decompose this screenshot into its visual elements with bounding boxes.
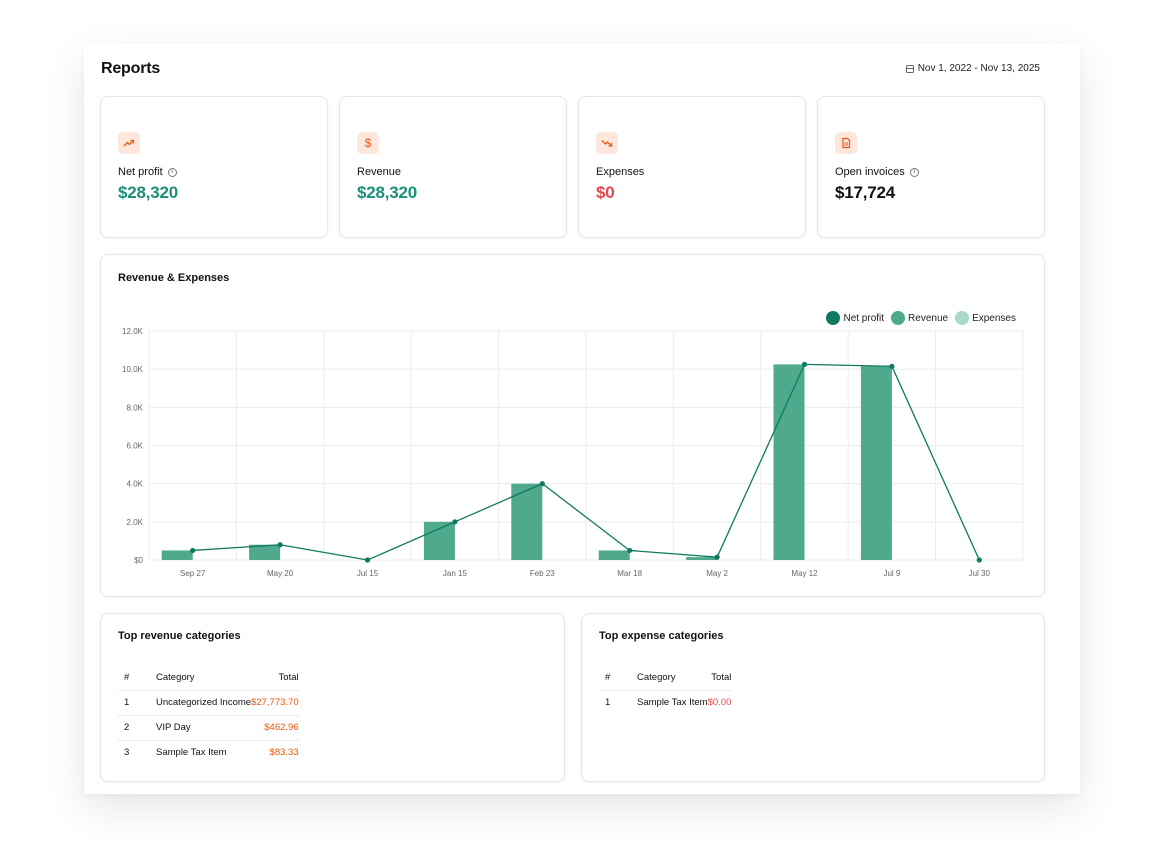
info-icon[interactable]: i [167, 167, 177, 177]
bar-revenue [598, 550, 630, 560]
legend-label: Revenue [908, 312, 949, 324]
kpi-label: Open invoices [835, 166, 905, 178]
x-tick-label: Jul 30 [969, 569, 991, 578]
kpi-value: $0 [596, 183, 615, 202]
row-number: 1 [118, 690, 156, 716]
dollar-icon: $ [357, 132, 379, 154]
column-header-category: Category [156, 665, 252, 691]
x-tick-label: Jul 9 [883, 569, 900, 578]
bar-revenue [249, 544, 281, 560]
row-total: $83.33 [269, 747, 299, 759]
row-category: Sample Tax Item [637, 697, 708, 709]
row-number: 1 [605, 697, 611, 709]
chart-legend: Net profit Revenue Expenses [826, 311, 1016, 325]
date-range-label: Nov 1, 2022 - Nov 13, 2025 [917, 63, 1040, 74]
kpi-card-open-invoices: Open invoices i $17,724 [817, 96, 1045, 238]
y-tick-label: 10.0K [122, 365, 144, 374]
point-net-profit [539, 481, 545, 487]
kpi-label: Revenue [357, 166, 402, 178]
table-title: Top expense categories [599, 630, 724, 642]
point-net-profit [801, 361, 808, 367]
y-tick-label: 8.0K [127, 403, 144, 412]
bar-revenue [161, 550, 193, 560]
bar-revenue [511, 483, 543, 560]
bar-revenue [860, 366, 892, 560]
point-net-profit [364, 557, 371, 563]
legend-item-revenue[interactable]: Revenue [891, 311, 948, 325]
page-title: Reports [101, 60, 161, 77]
column-header-category: Category [637, 665, 708, 691]
x-tick-label: Jan 15 [443, 569, 468, 578]
kpi-card-net-profit: Net profit i $28,320 [100, 96, 328, 238]
column-header-number: # [118, 665, 156, 691]
table-row: 2 VIP Day $462.96 [118, 715, 299, 741]
bar-revenue [423, 521, 455, 560]
row-total: $27,773.70 [251, 690, 299, 716]
date-range-picker[interactable]: Nov 1, 2022 - Nov 13, 2025 [905, 63, 1040, 74]
row-category: Uncategorized Income [156, 690, 252, 716]
y-tick-label: $0 [134, 556, 143, 565]
table-row: 3 Sample Tax Item $83.33 [118, 740, 299, 765]
x-tick-label: Sep 27 [180, 569, 206, 578]
x-tick-label: May 12 [791, 569, 818, 578]
trending-up-icon [118, 132, 140, 154]
line-net-profit [192, 363, 980, 561]
revenue-categories-table: # Category Total 1 Uncategorized Income … [118, 665, 299, 765]
legend-dot-icon [826, 311, 841, 325]
column-header-total: Total [251, 665, 299, 691]
y-tick-label: 6.0K [127, 442, 144, 451]
kpi-value: $28,320 [118, 183, 179, 202]
legend-label: Net profit [843, 312, 885, 324]
y-tick-label: 4.0K [127, 480, 144, 489]
row-category: Sample Tax Item [156, 747, 227, 759]
revenue-expenses-chart: $0 2.0K 4.0K 6.0K 8.0K 10.0K 12.0K Sep 27 May 20… [122, 327, 1024, 578]
bar-revenue [773, 364, 805, 560]
x-tick-label: Jul 15 [357, 569, 379, 578]
table-title: Top revenue categories [118, 630, 241, 642]
kpi-value: $17,724 [835, 183, 896, 202]
row-total: $0.00 [707, 697, 732, 709]
expense-categories-table: # Category Total 1 Sample Tax Item $0.00 [599, 665, 732, 715]
row-total: $462.96 [251, 715, 299, 741]
calendar-icon [905, 64, 914, 73]
revenue-expenses-chart-card: Revenue & Expenses Net profit Revenue Ex… [100, 254, 1045, 597]
row-number: 3 [124, 747, 130, 759]
point-net-profit [627, 547, 633, 554]
x-tick-label: Feb 23 [530, 569, 555, 578]
legend-item-net-profit[interactable]: Net profit [826, 311, 884, 325]
legend-dot-icon [955, 311, 970, 325]
x-tick-label: May 20 [267, 569, 294, 578]
kpi-card-expenses: Expenses $0 [578, 96, 806, 238]
point-net-profit [277, 542, 283, 548]
x-tick-label: May 2 [706, 569, 728, 578]
legend-label: Expenses [972, 312, 1016, 324]
row-category: VIP Day [156, 715, 252, 741]
column-header-total: Total [707, 665, 732, 691]
kpi-value: $28,320 [357, 183, 418, 202]
legend-item-expenses[interactable]: Expenses [955, 311, 1016, 325]
top-revenue-categories-card: Top revenue categories # Category Total … [100, 613, 565, 782]
chart-title: Revenue & Expenses [118, 272, 230, 284]
info-icon[interactable]: i [909, 167, 919, 177]
row-number: 2 [118, 715, 156, 741]
kpi-label: Net profit [118, 166, 163, 178]
trending-down-icon [596, 132, 618, 154]
top-expense-categories-card: Top expense categories # Category Total … [581, 613, 1045, 782]
x-tick-label: Mar 18 [617, 569, 642, 578]
table-row: 1 Uncategorized Income $27,773.70 [118, 690, 299, 716]
kpi-label: Expenses [596, 166, 645, 178]
y-tick-label: 2.0K [127, 518, 144, 527]
point-net-profit [452, 519, 458, 525]
bar-revenue [686, 557, 718, 560]
legend-dot-icon [891, 311, 906, 325]
kpi-card-revenue: $ Revenue $28,320 [339, 96, 567, 238]
point-net-profit [976, 557, 982, 563]
point-net-profit [714, 554, 720, 560]
point-net-profit [889, 363, 895, 369]
column-header-number: # [599, 665, 637, 691]
table-row: 1 Sample Tax Item $0.00 [599, 690, 731, 715]
point-net-profit [190, 547, 196, 554]
document-icon [835, 132, 857, 154]
y-tick-label: 12.0K [122, 327, 144, 336]
